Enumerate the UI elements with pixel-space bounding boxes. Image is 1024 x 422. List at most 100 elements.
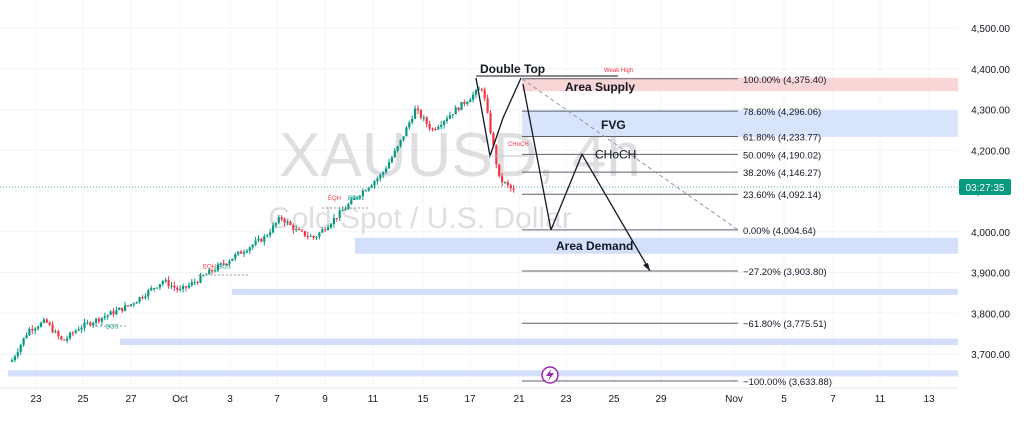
candle-body	[399, 139, 402, 147]
candle	[425, 116, 428, 128]
candle-body	[37, 326, 40, 329]
candle-body	[283, 219, 286, 223]
candle	[242, 249, 246, 258]
candle	[454, 104, 457, 115]
candle	[60, 335, 63, 341]
candle	[376, 176, 379, 185]
candle	[86, 319, 89, 325]
price-tick-label: 4,300.00	[971, 106, 1010, 117]
fib-level-label: 38.20% (4,146.27)	[743, 168, 821, 179]
candle	[344, 206, 347, 211]
time-tick-label: 3	[227, 394, 233, 405]
candle	[277, 214, 280, 225]
candle	[190, 279, 193, 288]
candle-body	[329, 224, 333, 228]
candle	[179, 285, 182, 292]
candle	[129, 303, 132, 308]
candle-body	[211, 270, 214, 272]
candle-body	[370, 185, 373, 188]
candle-body	[138, 297, 141, 303]
candle-body	[51, 324, 54, 333]
candle-body	[341, 210, 344, 212]
candle	[329, 222, 333, 230]
candle	[440, 120, 443, 130]
fibonacci-layer: 100.00% (4,375.40) 78.60% (4,296.06) 61.80…	[521, 75, 832, 388]
candle	[211, 269, 214, 275]
fib-level-label: −27.20% (3,903.80)	[743, 267, 827, 278]
candle-body	[161, 281, 164, 285]
candle-body	[83, 322, 86, 328]
candle-body	[118, 307, 121, 311]
candle	[22, 337, 25, 347]
candle	[121, 307, 124, 313]
candle	[405, 126, 408, 137]
candle	[347, 202, 350, 210]
candle	[124, 301, 127, 312]
candle-body	[153, 288, 156, 290]
candle	[477, 86, 480, 91]
time-tick-label: 11	[368, 394, 379, 405]
candle-body	[274, 222, 277, 226]
candle-body	[129, 304, 132, 306]
candle	[286, 219, 289, 226]
candle	[213, 267, 217, 273]
candle	[416, 105, 420, 115]
fib-level-label: −100.00% (3,633.88)	[743, 377, 832, 388]
candle-body	[124, 305, 127, 311]
area-supply-label: Area Supply	[565, 80, 635, 94]
candle	[327, 224, 330, 231]
candle	[379, 173, 382, 182]
candle-body	[335, 217, 338, 219]
candle-body	[271, 225, 275, 233]
candle-body	[216, 264, 219, 271]
lightning-icon[interactable]	[541, 366, 559, 384]
candle-body	[437, 126, 440, 130]
candle-body	[141, 297, 144, 299]
candle-body	[512, 188, 515, 190]
candle-body	[42, 319, 45, 323]
candle	[103, 312, 106, 321]
candle	[445, 115, 449, 124]
time-tick-label: 17	[464, 394, 476, 405]
candle	[34, 326, 37, 335]
annotation-eqh: EQH	[203, 264, 216, 270]
candle-body	[411, 118, 414, 123]
candle-body	[445, 118, 449, 122]
candle-body	[367, 187, 370, 191]
candle	[382, 171, 385, 179]
candle	[71, 330, 74, 337]
candle	[109, 310, 112, 316]
candle-body	[295, 229, 298, 231]
fvg-label: FVG	[601, 118, 626, 132]
candle-body	[376, 178, 379, 182]
candle	[254, 236, 257, 247]
candle	[115, 306, 118, 316]
candle-body	[466, 102, 469, 104]
candle-body	[164, 279, 167, 282]
candle-body	[89, 322, 92, 326]
demand-zone-minor	[232, 288, 958, 295]
candle-body	[31, 328, 34, 331]
candle-body	[112, 311, 115, 315]
candle-body	[408, 122, 411, 128]
candle-body	[22, 338, 25, 345]
candle-body	[80, 327, 83, 330]
candle-body	[324, 229, 327, 231]
candle-body	[144, 296, 147, 298]
candle	[385, 165, 388, 174]
candle-body	[173, 285, 176, 288]
candle	[260, 237, 263, 243]
candle-body	[350, 199, 353, 205]
candle-body	[463, 101, 466, 104]
candle	[182, 283, 185, 293]
candle-body	[269, 232, 272, 236]
candle-body	[454, 107, 457, 115]
candle-body	[298, 229, 301, 231]
candle-body	[358, 196, 362, 198]
candle-body	[364, 190, 367, 192]
annotation-eqh: EQH	[328, 196, 341, 202]
candle	[135, 301, 138, 304]
candle	[237, 251, 240, 257]
candle-body	[184, 286, 188, 288]
